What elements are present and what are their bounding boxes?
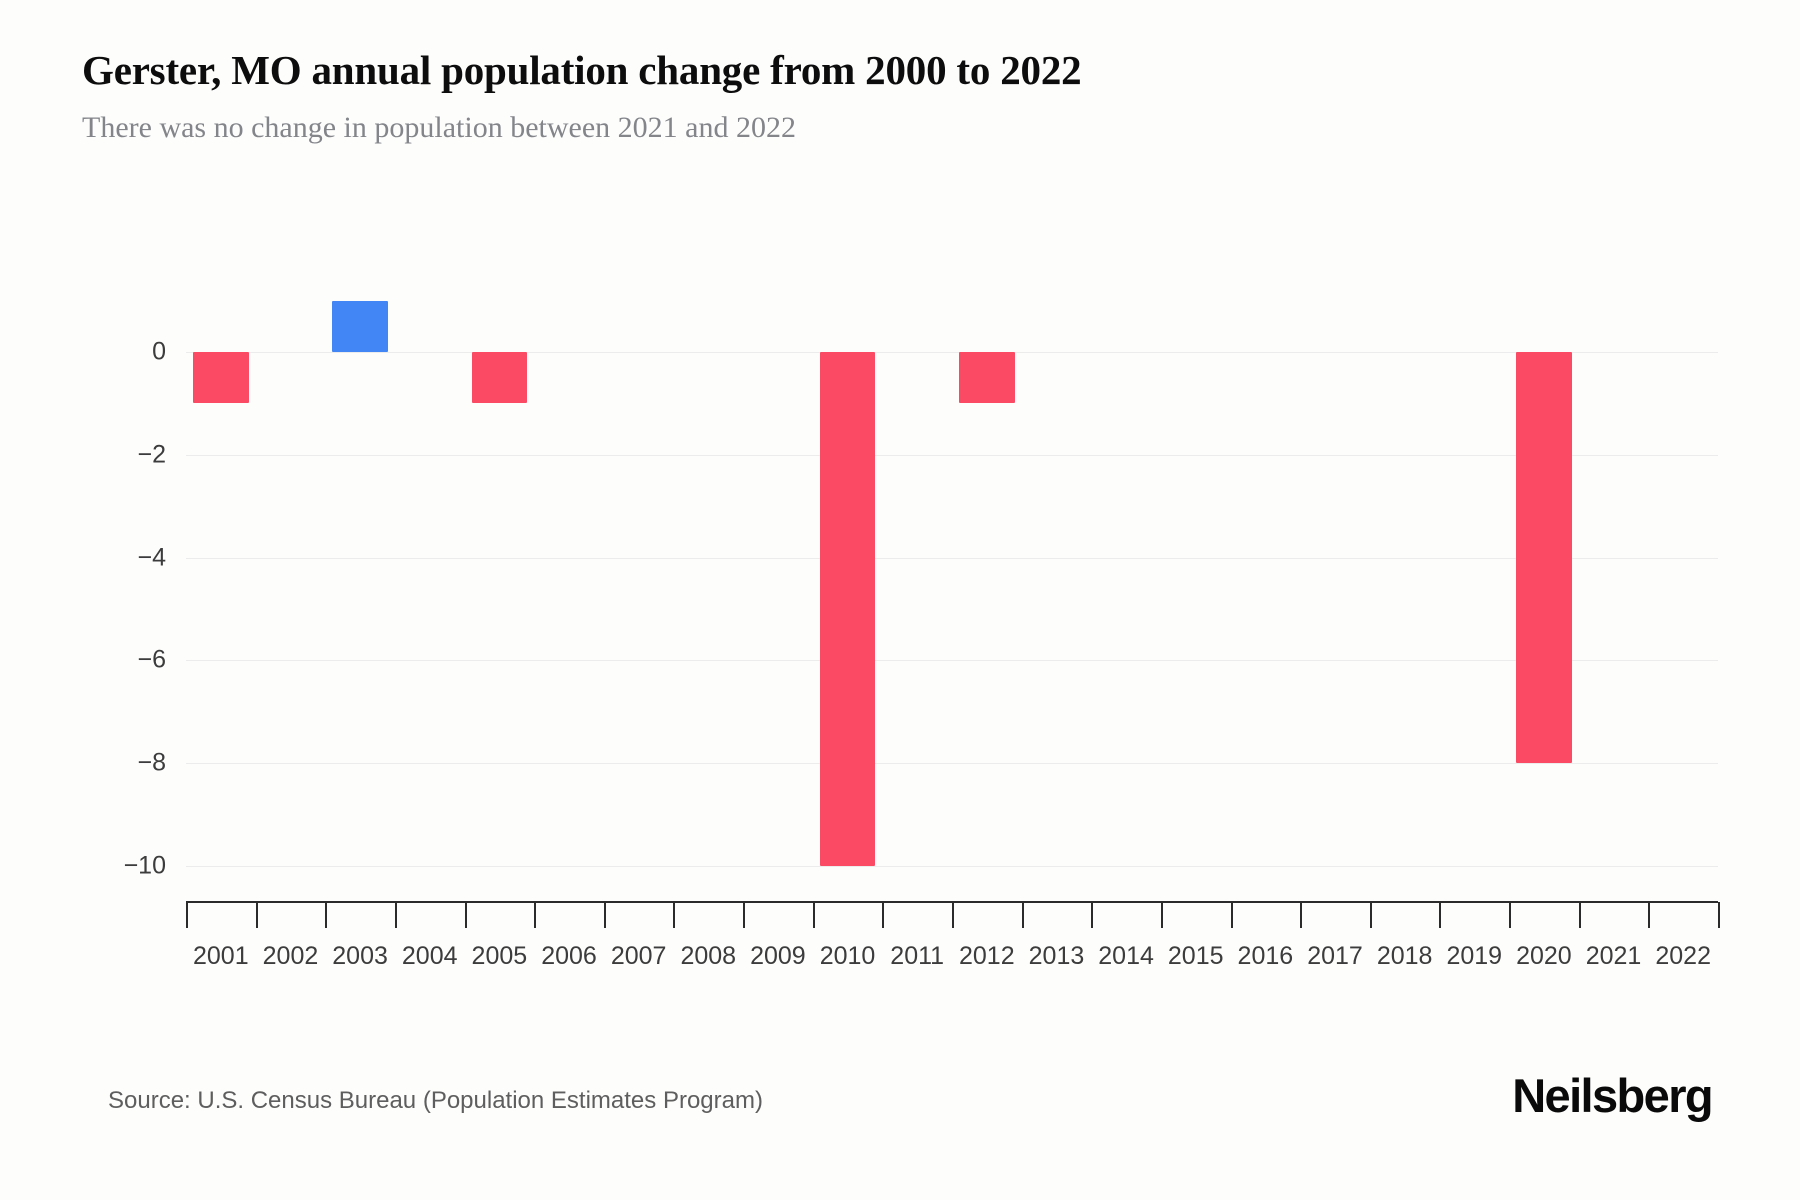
x-axis-tick-label: 2002 [262,942,319,970]
x-axis-tick [1648,902,1651,928]
x-axis-tick [812,902,815,928]
chart-subtitle: There was no change in population betwee… [82,110,796,144]
x-axis-tick-label: 2011 [890,942,945,970]
y-axis-tick-label: −8 [137,748,166,777]
y-axis-tick-label: −10 [123,851,166,880]
bar[interactable] [958,352,1015,404]
x-axis-tick-label: 2015 [1167,942,1224,970]
x-axis-tick-label: 2021 [1585,942,1642,970]
x-axis-tick [1369,902,1372,928]
y-axis-tick-label: 0 [152,337,166,366]
x-axis-tick-label: 2020 [1516,942,1572,970]
x-axis-tick-label: 2005 [471,942,528,970]
x-axis-tick-label: 2017 [1307,942,1363,970]
bar[interactable] [471,352,528,404]
bar[interactable] [192,352,249,404]
x-axis-tick [743,902,746,928]
gridline [186,866,1718,867]
x-axis-tick-label: 2008 [680,942,737,970]
x-axis-tick-label: 2019 [1446,942,1503,970]
x-axis-tick [1021,902,1024,928]
x-axis-tick [1509,902,1512,928]
x-axis-tick [1091,902,1094,928]
x-axis-tick [603,902,606,928]
x-axis-tick-label: 2003 [332,942,388,970]
x-axis-tick [952,902,954,928]
x-axis-tick [394,902,397,928]
gridline [186,352,1718,353]
gridline [186,660,1718,662]
x-axis-tick [1160,902,1163,928]
gridline [186,763,1718,765]
y-axis-tick-label: −4 [137,543,166,572]
x-axis-tick [255,902,258,928]
x-axis-tick-label: 2004 [401,942,458,970]
x-axis-tick-label: 2016 [1237,942,1294,970]
bar[interactable] [819,352,876,866]
x-axis-tick-label: 2018 [1376,942,1433,970]
gridline [186,557,1718,559]
x-axis-tick [1230,902,1233,928]
gridline [186,454,1718,456]
bar[interactable] [332,300,388,352]
page-title: Gerster, MO annual population change fro… [82,47,1082,93]
x-axis-tick-label: 2007 [610,942,667,970]
x-axis-tick [1439,902,1442,928]
x-axis-tick-label: 2022 [1655,942,1711,970]
x-axis-tick [1578,902,1581,928]
x-axis-tick-label: 2006 [541,942,597,970]
x-axis-tick-label: 2013 [1028,942,1085,970]
x-axis-tick [325,902,328,928]
x-axis-tick-label: 2014 [1098,942,1154,970]
x-axis-tick [673,902,676,928]
y-axis-tick-label: −6 [137,645,166,674]
x-axis-tick-label: 2010 [819,942,876,970]
chart-header: Gerster, MO annual population change fro… [82,47,1722,146]
x-axis-tick-label: 2009 [750,942,806,970]
x-axis-tick [882,902,885,928]
bars-container [186,0,1718,1200]
y-axis-tick-label: −2 [137,440,166,469]
x-axis-tick [534,902,537,928]
x-axis-tick-label: 2001 [193,942,249,970]
bar[interactable] [1516,352,1572,764]
x-axis-tick [464,902,467,928]
x-axis-tick [1718,902,1720,928]
x-axis-tick [1300,902,1303,928]
x-axis-tick [186,902,188,928]
x-axis-tick-label: 2012 [959,942,1015,970]
source-note: Source: U.S. Census Bureau (Population E… [108,1087,763,1114]
brand-logo: Neilsberg [1512,1069,1713,1122]
